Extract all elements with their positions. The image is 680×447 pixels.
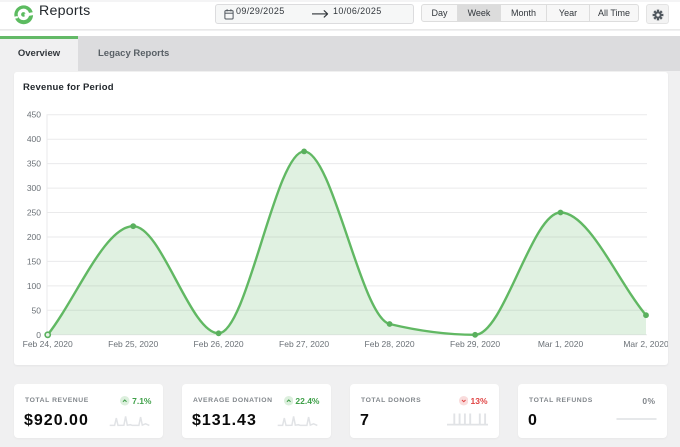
svg-text:Feb 25, 2020: Feb 25, 2020 <box>108 339 158 349</box>
svg-text:50: 50 <box>32 305 42 315</box>
svg-text:Feb 27, 2020: Feb 27, 2020 <box>279 339 329 349</box>
svg-text:200: 200 <box>27 232 41 242</box>
svg-text:450: 450 <box>27 110 41 120</box>
svg-text:Mar 1, 2020: Mar 1, 2020 <box>538 339 584 349</box>
svg-text:Feb 24, 2020: Feb 24, 2020 <box>23 339 73 349</box>
svg-text:150: 150 <box>27 256 41 266</box>
svg-text:350: 350 <box>27 159 41 169</box>
svg-text:Feb 28, 2020: Feb 28, 2020 <box>365 339 415 349</box>
svg-text:250: 250 <box>27 208 41 218</box>
svg-text:100: 100 <box>27 281 41 291</box>
svg-text:400: 400 <box>27 134 41 144</box>
svg-text:0: 0 <box>36 330 41 340</box>
svg-text:Feb 26, 2020: Feb 26, 2020 <box>194 339 244 349</box>
svg-text:Mar 2, 2020: Mar 2, 2020 <box>623 339 668 349</box>
svg-text:Feb 29, 2020: Feb 29, 2020 <box>450 339 500 349</box>
svg-text:300: 300 <box>27 183 41 193</box>
